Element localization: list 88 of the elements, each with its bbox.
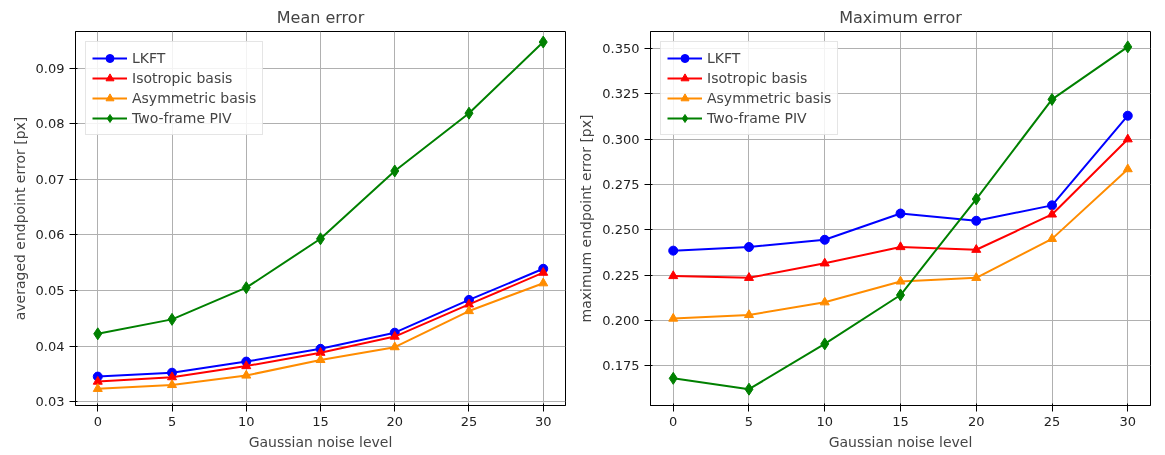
x-tick-label: 10 xyxy=(816,413,834,429)
point xyxy=(167,379,178,389)
y-tick-label: 0.200 xyxy=(602,312,640,328)
point xyxy=(241,360,252,370)
legend-label: Two-frame PIV xyxy=(707,110,807,126)
legend-label: Asymmetric basis xyxy=(132,90,257,106)
point xyxy=(241,369,252,379)
point xyxy=(668,270,679,280)
point xyxy=(819,234,830,245)
x-tick-label: 10 xyxy=(237,413,255,429)
point xyxy=(820,337,830,351)
y-tick-label: 0.09 xyxy=(35,60,65,76)
point xyxy=(668,245,679,256)
x-axis-title: Gaussian noise level xyxy=(248,433,393,450)
legend-label: Isotropic basis xyxy=(132,70,233,86)
point xyxy=(895,275,906,285)
x-tick-label: 25 xyxy=(1043,413,1061,429)
y-tick-label: 0.05 xyxy=(35,282,65,298)
point xyxy=(1122,133,1133,143)
x-tick-label: 0 xyxy=(669,413,678,429)
point xyxy=(743,309,754,319)
point xyxy=(463,305,474,315)
point xyxy=(743,272,754,281)
point xyxy=(463,298,474,308)
point xyxy=(971,215,982,226)
chart-title: Maximum error xyxy=(839,7,963,27)
point xyxy=(1122,163,1133,173)
point xyxy=(167,312,177,326)
chart-title: Mean error xyxy=(276,7,365,27)
y-tick-label: 0.04 xyxy=(35,338,65,354)
point xyxy=(895,208,906,219)
legend-label: Isotropic basis xyxy=(707,70,808,86)
x-tick-label: 20 xyxy=(386,413,404,429)
point xyxy=(315,354,326,364)
point xyxy=(743,242,754,253)
point xyxy=(92,375,103,385)
x-tick-label: 20 xyxy=(967,413,985,429)
point xyxy=(1047,208,1058,218)
y-tick-label: 0.225 xyxy=(602,267,640,283)
y-tick-label: 0.175 xyxy=(602,358,640,374)
x-axis-title: Gaussian noise level xyxy=(828,433,973,450)
point xyxy=(1122,110,1133,121)
point xyxy=(668,312,679,322)
point xyxy=(971,192,981,206)
point xyxy=(92,383,103,392)
y-tick-label: 0.325 xyxy=(602,86,640,102)
x-tick-label: 0 xyxy=(93,413,102,429)
point xyxy=(389,341,400,351)
point xyxy=(241,281,251,295)
y-tick-label: 0.300 xyxy=(602,131,640,147)
y-tick-label: 0.03 xyxy=(35,394,65,410)
y-tick-label: 0.07 xyxy=(35,171,65,187)
point xyxy=(895,241,906,251)
x-tick-label: 5 xyxy=(167,413,177,429)
point xyxy=(390,164,400,178)
point xyxy=(315,347,326,356)
legend-label: Asymmetric basis xyxy=(707,90,832,106)
point xyxy=(538,277,549,287)
point xyxy=(464,106,474,120)
y-tick-label: 0.08 xyxy=(35,116,65,132)
legend-label: LKFT xyxy=(132,50,166,66)
y-axis-title: maximum endpoint error [px] xyxy=(578,114,595,323)
point xyxy=(668,371,678,385)
x-tick-label: 15 xyxy=(312,413,329,429)
y-tick-label: 0.275 xyxy=(602,177,640,193)
x-tick-label: 5 xyxy=(744,413,754,429)
point xyxy=(167,371,178,381)
y-tick-label: 0.350 xyxy=(602,41,640,57)
x-tick-label: 15 xyxy=(892,413,909,429)
point xyxy=(971,272,982,281)
point xyxy=(538,35,548,49)
point xyxy=(971,244,982,253)
x-tick-label: 25 xyxy=(460,413,478,429)
legend-label: Two-frame PIV xyxy=(132,110,232,126)
point xyxy=(1047,233,1058,242)
y-tick-label: 0.250 xyxy=(602,222,640,238)
x-tick-label: 30 xyxy=(1119,413,1137,429)
point xyxy=(93,327,103,341)
point xyxy=(1123,40,1133,54)
y-axis-title: averaged endpoint error [px] xyxy=(11,116,28,321)
point xyxy=(744,382,754,396)
point xyxy=(819,296,830,306)
point xyxy=(819,257,830,267)
x-tick-label: 30 xyxy=(534,413,552,429)
legend-label: LKFT xyxy=(707,50,741,66)
point xyxy=(1047,92,1057,106)
point xyxy=(1047,200,1058,211)
y-tick-label: 0.06 xyxy=(35,227,65,243)
